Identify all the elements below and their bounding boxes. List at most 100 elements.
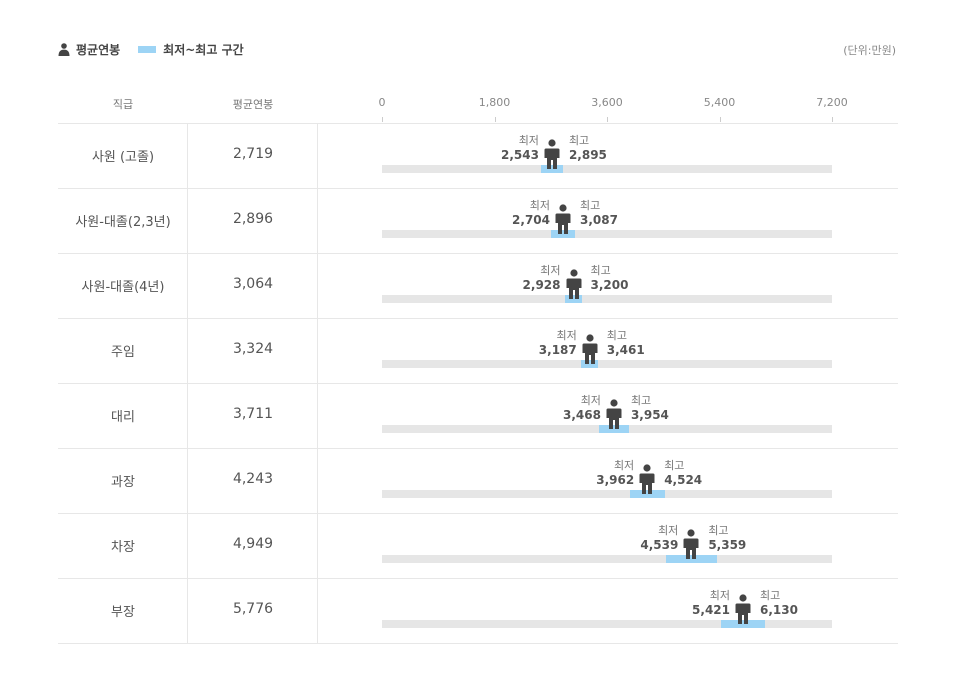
rank-cell: 과장 <box>111 475 135 490</box>
range-track <box>382 360 832 368</box>
max-value: 5,359 <box>708 538 747 552</box>
x-tick-mark <box>607 117 608 122</box>
person-icon <box>683 529 699 559</box>
max-label: 최고 <box>708 524 729 537</box>
avg-person-marker <box>554 204 572 234</box>
range-bar <box>598 425 630 433</box>
person-icon <box>639 464 655 494</box>
max-label: 최고 <box>568 134 590 147</box>
max-label: 최고 <box>580 199 601 212</box>
rank-cell: 대리 <box>111 410 135 425</box>
rank-cell: 사원-대졸(4년) <box>81 280 165 295</box>
range-bar <box>581 360 599 368</box>
x-tick-mark <box>494 117 496 122</box>
rank-cell: 부장 <box>111 605 135 620</box>
range-bar <box>720 620 766 628</box>
avg-cell: 3,711 <box>232 406 274 422</box>
avg-cell: 4,949 <box>232 536 274 552</box>
avg-person-marker <box>543 139 561 169</box>
min-label: 최저 <box>556 329 577 342</box>
range-bar <box>540 165 563 173</box>
avg-cell: 2,896 <box>232 211 274 227</box>
range-track <box>382 165 832 173</box>
avg-person-marker <box>565 269 583 299</box>
header-avg: 평균연봉 <box>232 98 274 111</box>
x-tick-label: 7,200 <box>816 96 848 109</box>
max-value: 3,461 <box>606 343 645 357</box>
max-label: 최고 <box>630 394 652 407</box>
row-divider <box>58 318 898 319</box>
x-tick-mark <box>832 117 833 122</box>
min-label: 최저 <box>529 199 550 212</box>
row-divider <box>58 253 898 254</box>
x-tick-label: 3,600 <box>591 96 623 109</box>
min-label: 최저 <box>709 589 730 602</box>
legend-avg-label: 평균연봉 <box>76 43 121 57</box>
person-icon <box>544 139 560 169</box>
person-icon <box>58 43 70 56</box>
min-label: 최저 <box>613 459 635 472</box>
max-value: 3,200 <box>590 278 629 292</box>
max-label: 최고 <box>590 264 611 277</box>
rank-cell: 사원-대졸(2,3년) <box>75 215 171 230</box>
row-divider <box>58 578 898 579</box>
avg-cell: 5,776 <box>232 601 274 617</box>
range-track <box>382 620 832 628</box>
unit-label: (단위:만원) <box>843 44 896 57</box>
avg-person-marker <box>581 334 599 364</box>
max-value: 6,130 <box>760 603 798 617</box>
avg-cell: 2,719 <box>232 146 274 162</box>
row-divider <box>58 448 898 449</box>
range-track <box>382 295 832 303</box>
x-tick-mark <box>719 117 721 122</box>
min-label: 최저 <box>580 394 601 407</box>
range-bar <box>665 555 717 563</box>
rank-cell: 차장 <box>111 540 135 555</box>
min-value: 2,543 <box>500 148 539 162</box>
row-divider <box>58 643 898 644</box>
row-divider <box>58 383 898 384</box>
person-icon <box>582 334 598 364</box>
x-tick-label: 0 <box>378 96 386 109</box>
legend-range-label: 최저~최고 구간 <box>163 43 244 57</box>
min-label: 최저 <box>658 524 679 537</box>
avg-person-marker <box>682 529 700 559</box>
min-value: 5,421 <box>692 603 730 617</box>
person-icon <box>735 594 751 624</box>
avg-person-marker <box>734 594 752 624</box>
max-value: 3,954 <box>630 408 669 422</box>
min-value: 2,928 <box>522 278 561 292</box>
x-tick-label: 5,400 <box>703 96 736 109</box>
min-label: 최저 <box>540 264 561 277</box>
min-value: 4,539 <box>640 538 679 552</box>
max-label: 최고 <box>760 589 781 602</box>
avg-cell: 3,324 <box>232 341 274 357</box>
legend-range: 최저~최고 구간 <box>138 41 244 58</box>
min-value: 2,704 <box>512 213 550 227</box>
person-icon <box>555 204 571 234</box>
min-value: 3,468 <box>562 408 601 422</box>
max-value: 4,524 <box>664 473 703 487</box>
legend: 평균연봉 최저~최고 구간 <box>58 41 262 58</box>
row-divider <box>58 188 898 189</box>
x-tick-label: 1,800 <box>478 96 511 109</box>
header-rank: 직급 <box>112 98 134 111</box>
min-value: 3,962 <box>596 473 635 487</box>
avg-cell: 4,243 <box>232 471 274 487</box>
range-swatch <box>138 46 157 53</box>
min-label: 최저 <box>518 134 539 147</box>
row-divider <box>58 513 898 514</box>
rank-cell: 사원 (고졸) <box>91 150 155 165</box>
max-value: 3,087 <box>580 213 618 227</box>
range-track <box>382 230 832 238</box>
avg-person-marker <box>605 399 623 429</box>
range-bar <box>565 295 582 303</box>
rank-cell: 주임 <box>111 345 135 360</box>
x-tick-mark <box>382 117 383 122</box>
person-icon <box>606 399 622 429</box>
range-track <box>382 490 832 498</box>
avg-person-marker <box>638 464 656 494</box>
legend-avg: 평균연봉 <box>58 41 120 58</box>
header-divider <box>58 123 898 124</box>
max-label: 최고 <box>606 329 627 342</box>
